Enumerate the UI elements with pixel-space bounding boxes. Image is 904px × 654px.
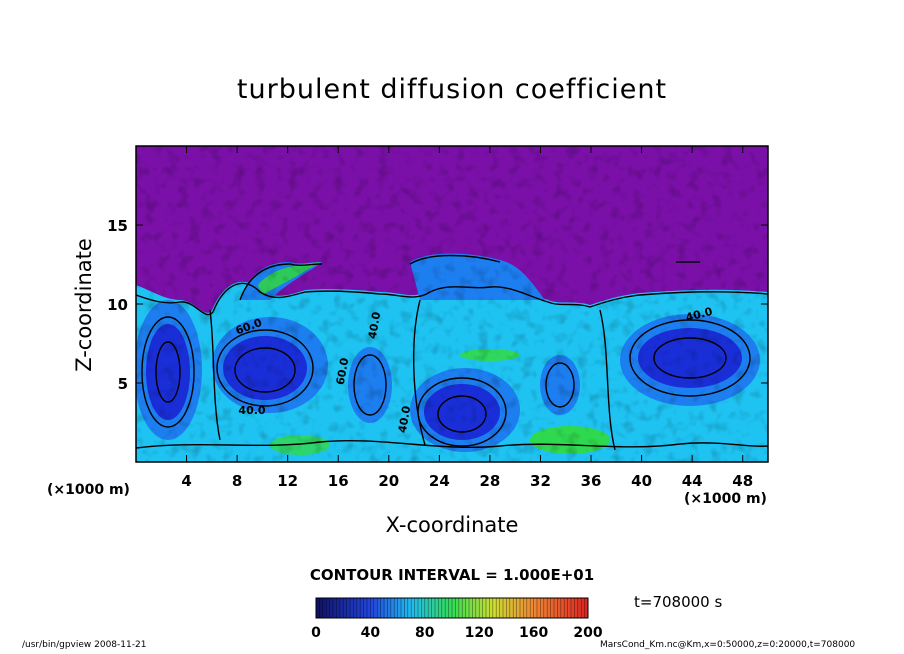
plot-frame <box>135 145 769 463</box>
plume <box>410 253 545 300</box>
contour-line <box>599 309 616 451</box>
y-tick-label: 5 <box>118 375 128 393</box>
x-tick-label: 16 <box>328 472 349 490</box>
colorbar-tick-label: 40 <box>361 625 381 641</box>
vortex-mid <box>620 314 760 406</box>
heatmap-top-region <box>136 146 768 462</box>
y-ticks: 5 10 15 <box>107 217 768 393</box>
footer-left: /usr/bin/gpview 2008-11-21 <box>22 640 147 650</box>
footer-right: MarsCond_Km.nc@Km,x=0:50000,z=0:20000,t=… <box>600 640 856 650</box>
contour-label: 60.0 <box>334 357 352 386</box>
x-tick-label: 44 <box>682 472 703 490</box>
x-tick-label: 36 <box>581 472 602 490</box>
contour-line <box>409 254 501 265</box>
colorbar-tick-label: 160 <box>519 625 548 641</box>
contour-interval-label: CONTOUR INTERVAL = 1.000E+01 <box>309 566 595 584</box>
contour-line <box>413 299 426 446</box>
plume-edge <box>258 262 320 295</box>
x-tick-label: 48 <box>732 472 753 490</box>
contour-line <box>209 309 221 441</box>
colorbar <box>315 597 589 619</box>
contour-line <box>136 282 768 316</box>
contour-label: 60.0 <box>234 316 264 338</box>
vortex-dark <box>638 328 742 388</box>
contour-line <box>234 347 296 393</box>
vortex-dark <box>146 324 190 420</box>
chart-title: turbulent diffusion coefficient <box>236 74 668 105</box>
contour-line <box>653 337 727 379</box>
contour-line <box>629 319 751 397</box>
vortex-mid <box>540 355 580 415</box>
colorbar-tick-label: 120 <box>465 625 494 641</box>
vortex-dark <box>223 336 307 400</box>
x-unit-label-right: (×1000 m) <box>684 491 767 507</box>
x-tick-label: 28 <box>479 472 500 490</box>
colorbar-lines <box>315 598 589 618</box>
x-axis-label: X-coordinate <box>385 513 519 537</box>
contour-label: 40.0 <box>238 404 265 417</box>
colorbar-tick-label: 200 <box>573 625 602 641</box>
vortex-mid <box>136 300 202 440</box>
colorbar-tick-label: 80 <box>415 625 435 641</box>
vortex-mid <box>410 368 520 452</box>
x-ticks: 4 8 12 16 20 24 28 32 36 40 44 48 <box>181 146 753 490</box>
contour-line <box>155 341 181 403</box>
x-tick-label: 4 <box>181 472 191 490</box>
contour-lines <box>136 254 768 451</box>
vortex-dark <box>424 384 500 440</box>
contour-label: 40.0 <box>396 405 414 434</box>
x-unit-label-left: (×1000 m) <box>47 482 130 498</box>
x-tick-label: 20 <box>378 472 399 490</box>
shear-zone <box>530 426 610 454</box>
y-tick-label: 10 <box>107 296 128 314</box>
colorbar-ticks: 0 40 80 120 160 200 <box>311 625 603 641</box>
y-tick-label: 15 <box>107 217 128 235</box>
x-tick-label: 8 <box>232 472 242 490</box>
noise-texture <box>136 146 768 462</box>
heatmap-field <box>136 146 768 462</box>
colorbar-tick-label: 0 <box>311 625 321 641</box>
contour-line <box>136 439 768 449</box>
shear-zone <box>270 435 330 455</box>
contour-labels: 40.0 60.0 40.0 40.0 60.0 40.0 <box>234 305 714 434</box>
contour-label: 40.0 <box>366 311 384 340</box>
contour-line <box>353 354 387 416</box>
contour-line <box>239 263 323 301</box>
contour-label: 40.0 <box>684 305 714 325</box>
contour-line <box>216 329 314 407</box>
vortex-mid <box>348 347 392 423</box>
x-tick-label: 32 <box>530 472 551 490</box>
x-tick-label: 12 <box>277 472 298 490</box>
contour-line <box>141 316 195 428</box>
shear-zone <box>460 349 520 361</box>
vortex-mid <box>212 317 328 413</box>
contour-line <box>437 395 487 433</box>
turbulent-layer <box>136 281 768 462</box>
time-label: t=708000 s <box>634 593 723 611</box>
plume <box>240 262 322 300</box>
contour-line <box>417 377 507 447</box>
x-tick-label: 40 <box>631 472 652 490</box>
y-axis-label: Z-coordinate <box>72 238 96 372</box>
x-tick-label: 24 <box>429 472 450 490</box>
contour-line <box>545 362 575 408</box>
